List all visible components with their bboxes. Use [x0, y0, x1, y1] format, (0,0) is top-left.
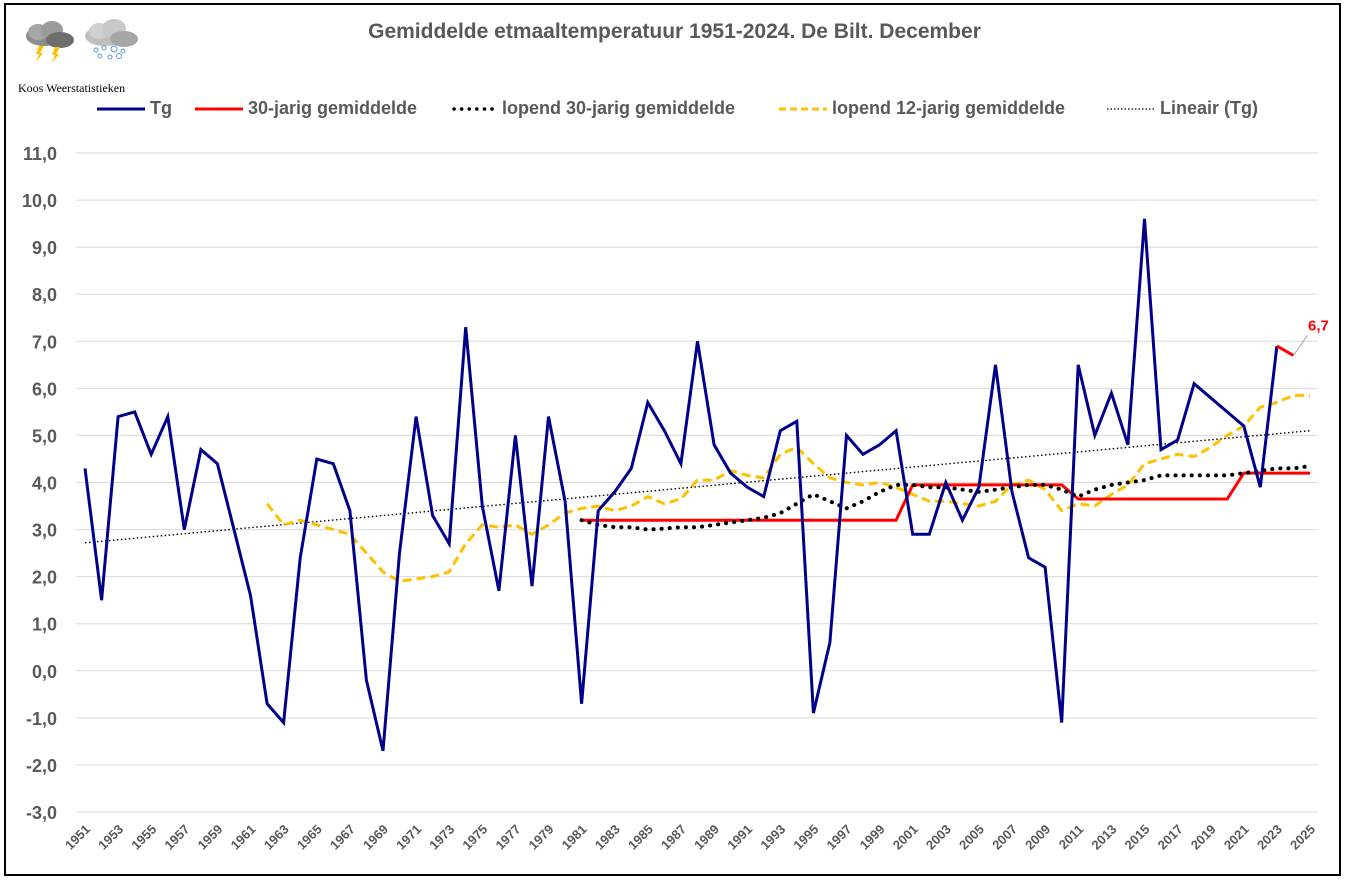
- legend-item-trend[interactable]: Lineair (Tg): [1106, 98, 1258, 119]
- x-tick-label: 1989: [691, 822, 722, 853]
- x-tick-label: 1995: [790, 822, 821, 853]
- x-tick-label: 2023: [1254, 822, 1285, 853]
- x-tick-label: 2003: [923, 822, 954, 853]
- x-tick-label: 2001: [890, 822, 921, 853]
- x-tick-label: 2021: [1221, 822, 1252, 853]
- x-tick-label: 1975: [459, 822, 490, 853]
- annotations: 6,7: [1293, 317, 1329, 356]
- x-tick-label: 1981: [559, 822, 590, 853]
- x-tick-label: 2009: [1022, 822, 1053, 853]
- running12-line: [265, 393, 1310, 583]
- legend-item-running30[interactable]: lopend 30-jarig gemiddelde: [452, 98, 735, 119]
- legend-label-running30: lopend 30-jarig gemiddelde: [502, 98, 736, 118]
- legend-item-normal30[interactable]: 30-jarig gemiddelde: [194, 98, 417, 119]
- y-tick-label: 7,0: [32, 332, 57, 352]
- x-tick-label: 1965: [294, 822, 325, 853]
- trend-line: [84, 430, 1311, 544]
- x-tick-label: 2013: [1088, 822, 1119, 853]
- data-label-leader: [1293, 335, 1308, 356]
- snow-cloud-icon: [85, 19, 138, 60]
- x-tick-label: 1979: [526, 822, 557, 853]
- legend-item-running12[interactable]: lopend 12-jarig gemiddelde: [778, 98, 1065, 119]
- x-tick-label: 1971: [393, 822, 424, 853]
- y-axis-ticks: 11,0 10,0 9,0 8,0 7,0 6,0 5,0 4,0 3,0 2,0 1,0 0,0 -1…: [22, 144, 57, 823]
- x-tick-label: 1999: [857, 822, 888, 853]
- y-tick-label: 6,0: [32, 379, 57, 399]
- y-tick-label: 9,0: [32, 238, 57, 258]
- y-tick-label: 5,0: [32, 426, 57, 446]
- x-tick-label: 2011: [1056, 822, 1087, 853]
- x-tick-label: 2007: [989, 822, 1020, 853]
- x-tick-label: 1985: [625, 822, 656, 853]
- legend-item-tg[interactable]: Tg: [96, 98, 172, 119]
- last-year-data-label: 6,7: [1308, 317, 1329, 334]
- legend-swatch-normal30: [195, 107, 243, 110]
- x-tick-label: 1977: [492, 822, 523, 853]
- logo-icons: [22, 16, 147, 71]
- x-tick-label: 1963: [261, 822, 292, 853]
- x-tick-label: 1961: [228, 822, 259, 853]
- legend-label-normal30: 30-jarig gemiddelde: [248, 98, 418, 118]
- y-tick-label: 8,0: [32, 285, 57, 305]
- y-tick-label: 11,0: [23, 144, 57, 164]
- x-tick-label: 1967: [327, 822, 358, 853]
- thunderstorm-cloud-icon: [26, 21, 74, 63]
- x-tick-label: 2019: [1188, 822, 1219, 853]
- x-axis-ticks: 1951 1953 1955 1957 1959 1961 1963 1965 1967 1969…: [62, 822, 1318, 853]
- x-tick-label: 1973: [426, 822, 457, 853]
- x-tick-label: 1983: [592, 822, 623, 853]
- x-tick-label: 2015: [1122, 822, 1153, 853]
- x-tick-label: 2005: [956, 822, 987, 853]
- last-year-segment: [1276, 344, 1295, 357]
- legend-swatch-running30: [452, 106, 498, 111]
- legend-swatch-tg: [97, 107, 145, 110]
- legend-label-running12: lopend 12-jarig gemiddelde: [832, 98, 1066, 118]
- x-tick-label: 1953: [95, 822, 126, 853]
- x-tick-label: 1987: [658, 822, 689, 853]
- brand-label: Koos Weerstatistieken: [18, 81, 126, 95]
- x-tick-label: 1997: [824, 822, 855, 853]
- legend-swatch-trend: [1107, 107, 1155, 110]
- y-tick-label: 0,0: [32, 662, 57, 682]
- x-tick-label: 1959: [194, 822, 225, 853]
- y-tick-label: -1,0: [26, 709, 57, 729]
- y-tick-label: 3,0: [32, 521, 57, 541]
- y-tick-label: 4,0: [32, 474, 57, 494]
- x-tick-label: 1955: [128, 822, 159, 853]
- legend-swatch-running12: [779, 107, 827, 110]
- x-tick-label: 2017: [1155, 822, 1186, 853]
- legend-label-trend: Lineair (Tg): [1160, 98, 1258, 118]
- legend-label-tg: Tg: [150, 98, 172, 118]
- x-tick-label: 1951: [62, 822, 93, 853]
- chart-title: Gemiddelde etmaaltemperatuur 1951-2024. …: [368, 20, 981, 43]
- y-tick-label: -3,0: [26, 803, 57, 823]
- x-tick-label: 1993: [757, 822, 788, 853]
- normal30-line: [581, 471, 1310, 522]
- x-tick-label: 1969: [360, 822, 391, 853]
- series-group: [83, 218, 1312, 752]
- legend: Tg 30-jarig gemiddelde lopend 30-jarig g…: [0, 98, 1349, 126]
- x-tick-label: 1991: [724, 822, 755, 853]
- chart-frame: [4, 3, 1341, 876]
- y-tick-label: -2,0: [26, 756, 57, 776]
- x-tick-label: 2025: [1287, 822, 1318, 853]
- y-tick-label: 2,0: [32, 568, 57, 588]
- x-tick-label: 1957: [161, 822, 192, 853]
- y-tick-label: 1,0: [32, 615, 57, 635]
- y-tick-label: 10,0: [22, 191, 57, 211]
